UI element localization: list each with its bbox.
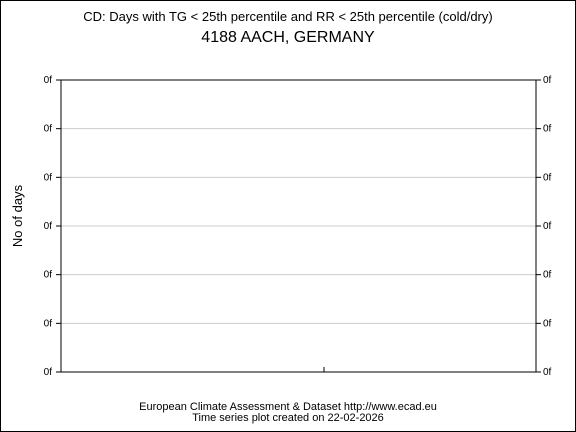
y-tick-label-left: 0f <box>44 367 53 378</box>
y-tick-label-right: 0f <box>543 270 552 281</box>
y-tick-label-left: 0f <box>44 221 53 232</box>
y-axis-label: No of days <box>10 184 25 247</box>
footer-source: European Climate Assessment & Dataset ht… <box>139 401 437 413</box>
y-tick-label-right: 0f <box>543 367 552 378</box>
y-tick-label-left: 0f <box>44 318 53 329</box>
y-tick-label-right: 0f <box>543 75 552 86</box>
chart-title: CD: Days with TG < 25th percentile and R… <box>83 9 492 24</box>
y-tick-label-right: 0f <box>543 318 552 329</box>
y-tick-label-right: 0f <box>543 172 552 183</box>
y-tick-label-left: 0f <box>44 75 53 86</box>
chart-subtitle: 4188 AACH, GERMANY <box>201 29 375 46</box>
y-tick-label-left: 0f <box>44 124 53 135</box>
y-tick-label-right: 0f <box>543 124 552 135</box>
y-axis-ticks: 0f 0f 0f 0f 0f 0f 0f 0f 0f 0f 0f 0f 0f 0f <box>44 75 552 378</box>
y-tick-label-left: 0f <box>44 270 53 281</box>
y-tick-label-left: 0f <box>44 172 53 183</box>
footer-created: Time series plot created on 22-02-2026 <box>192 412 384 424</box>
grid-lines <box>61 128 536 324</box>
y-tick-label-right: 0f <box>543 221 552 232</box>
